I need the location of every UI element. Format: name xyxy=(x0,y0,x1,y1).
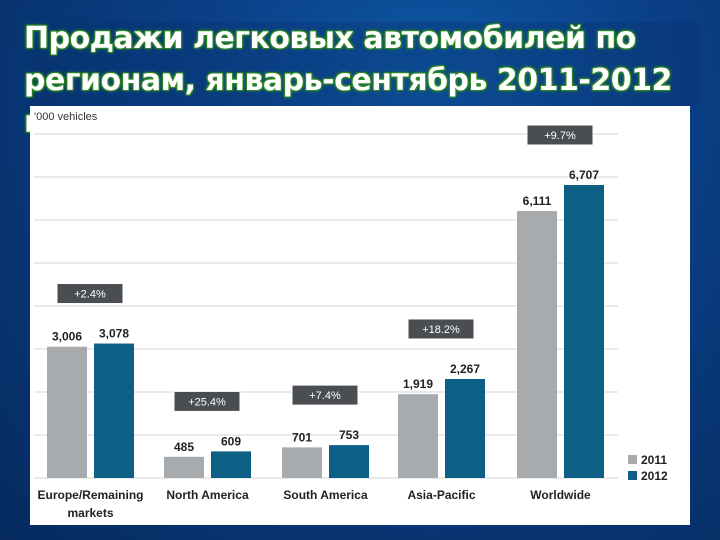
bar-2011 xyxy=(517,211,557,479)
growth-badge xyxy=(173,390,241,412)
legend-label-2012: 2012 xyxy=(641,469,668,483)
bar-2011 xyxy=(282,447,322,478)
data-label: 6,111 xyxy=(523,194,552,208)
growth-label: +7.4% xyxy=(309,390,341,402)
category-label: Europe/Remaining xyxy=(37,488,143,502)
bar-2012 xyxy=(211,451,251,478)
category-label: South America xyxy=(283,488,368,502)
bar-2012 xyxy=(94,343,134,478)
legend-swatch-2011 xyxy=(628,455,637,464)
category-label: Asia-Pacific xyxy=(407,488,475,502)
data-label: 609 xyxy=(221,434,241,448)
growth-badge xyxy=(56,283,124,305)
chart-panel: '000 vehicles 3,006 3,078 485 609 701 753 1,91… xyxy=(30,106,690,525)
category-label: markets xyxy=(67,506,113,520)
category-label: North America xyxy=(166,488,249,502)
bar-2011 xyxy=(164,456,204,478)
growth-label: +2.4% xyxy=(74,289,106,301)
legend-label-2011: 2011 xyxy=(641,453,667,467)
bar-2012 xyxy=(329,445,369,478)
bar-2012 xyxy=(564,185,604,478)
data-label: 1,919 xyxy=(403,377,433,391)
bar-2011 xyxy=(47,346,87,478)
growth-label: +18.2% xyxy=(422,324,460,336)
bar-chart: '000 vehicles 3,006 3,078 485 609 701 753 1,91… xyxy=(34,111,668,520)
data-label: 2,267 xyxy=(450,362,480,376)
data-label: 6,707 xyxy=(569,168,599,182)
data-label: 3,078 xyxy=(99,327,129,341)
growth-label: +9.7% xyxy=(544,130,576,142)
data-label: 3,006 xyxy=(52,330,82,344)
y-axis-label: '000 vehicles xyxy=(34,111,98,123)
data-label: 753 xyxy=(339,428,359,442)
bar-2011 xyxy=(398,394,438,478)
growth-badge xyxy=(291,384,359,406)
growth-badge xyxy=(526,124,594,146)
category-label: Worldwide xyxy=(530,488,591,502)
bar-2012 xyxy=(445,378,485,478)
data-label: 701 xyxy=(292,430,312,444)
title-backdrop xyxy=(28,22,700,106)
growth-label: +25.4% xyxy=(188,396,226,408)
legend-swatch-2012 xyxy=(628,471,637,480)
growth-badge xyxy=(407,318,475,340)
data-label: 485 xyxy=(174,440,194,454)
